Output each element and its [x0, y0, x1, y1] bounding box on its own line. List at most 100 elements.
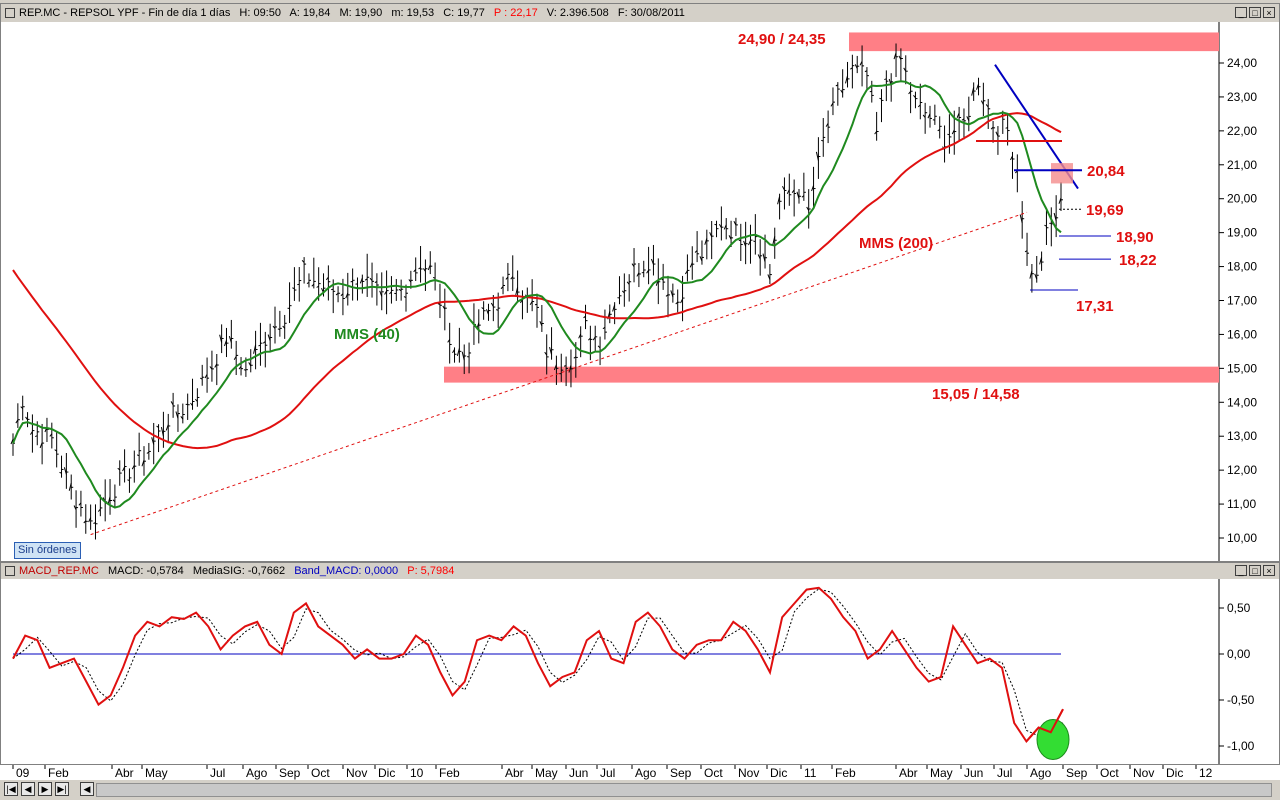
price-bar [68, 474, 74, 500]
price-bar [942, 125, 947, 163]
price-bar [515, 270, 520, 303]
x-tick-label: Abr [899, 766, 918, 780]
price-bar [626, 274, 632, 302]
price-bar [214, 353, 219, 386]
price-bar [738, 223, 743, 262]
macd-maximize-button[interactable]: □ [1249, 565, 1261, 576]
macd-menu-icon[interactable] [5, 566, 15, 576]
macd-y-tick-label: 0,50 [1227, 601, 1251, 615]
macd-value: MACD: -0,5784 [107, 565, 184, 577]
price-bar [180, 403, 185, 424]
price-title-highlight: P : 22,17 [493, 7, 538, 19]
macd-signal: MediaSIG: -0,7662 [192, 565, 286, 577]
price-title-date: F: 30/08/2011 [617, 7, 685, 19]
macd-chart[interactable]: 0,50 0,00 -0,50 -1,00 [1, 579, 1279, 764]
price-bar [374, 273, 379, 306]
macd-line [12, 586, 1064, 744]
price-bar [461, 344, 467, 375]
macd-highlight-circle [1036, 719, 1070, 761]
x-tick-label: May [535, 766, 558, 780]
macd-y-tick-label: -0,50 [1227, 693, 1255, 707]
price-y-tick-label: 20,00 [1227, 192, 1257, 206]
level-label: 18,22 [1119, 252, 1157, 269]
x-tick-label: Sep [670, 766, 692, 780]
x-tick-label: Nov [1133, 766, 1154, 780]
price-panel-titlebar: REP.MC - REPSOL YPF - Fin de día 1 días … [1, 4, 1279, 22]
price-y-tick-label: 22,00 [1227, 124, 1257, 138]
price-bar [456, 327, 462, 363]
panel-menu-icon[interactable] [5, 8, 15, 18]
price-bar [757, 239, 763, 276]
macd-y-tick-label: -1,00 [1227, 739, 1255, 753]
macd-name: MACD_REP.MC [19, 565, 99, 577]
price-bar [699, 240, 704, 265]
macd-close-button[interactable]: × [1263, 565, 1275, 576]
nav-scroll-left-button[interactable]: ◀ [80, 782, 94, 796]
orders-badge[interactable]: Sin órdenes [14, 542, 81, 559]
x-tick-label: Ago [1030, 766, 1052, 780]
x-tick-label: Abr [505, 766, 524, 780]
macd-minimize-button[interactable]: _ [1235, 565, 1247, 576]
x-tick-label: 12 [1199, 766, 1213, 780]
price-y-tick-label: 17,00 [1227, 294, 1257, 308]
x-tick-label: Dic [378, 766, 395, 780]
price-bar [1049, 207, 1054, 247]
price-bar [1044, 209, 1049, 245]
price-bar [209, 350, 214, 382]
price-bar [389, 276, 394, 304]
macd-y-tick-label: 0,00 [1227, 647, 1251, 661]
nav-prev-button[interactable]: ◀ [21, 782, 35, 796]
price-bar [136, 432, 142, 466]
price-bar [505, 262, 510, 292]
price-bar [185, 393, 190, 420]
minimize-button[interactable]: _ [1235, 7, 1247, 18]
close-button[interactable]: × [1263, 7, 1275, 18]
price-bar [704, 229, 709, 260]
nav-next-button[interactable]: ▶ [38, 782, 52, 796]
zone-label: 24,90 / 24,35 [738, 31, 826, 48]
nav-scrollbar[interactable] [96, 783, 1272, 797]
x-tick-label: Nov [346, 766, 367, 780]
x-tick-label: May [145, 766, 168, 780]
price-bar [932, 104, 937, 125]
macd-band: Band_MACD: 0,0000 [294, 565, 399, 577]
price-bar [306, 273, 311, 288]
nav-first-button[interactable]: |◀ [4, 782, 18, 796]
price-bar [233, 340, 239, 376]
price-bar [520, 290, 525, 320]
x-tick-label: Ago [246, 766, 268, 780]
x-tick-label: Feb [439, 766, 460, 780]
price-bar [859, 45, 865, 87]
price-bar [670, 283, 675, 303]
support-resistance-zone [444, 366, 1219, 383]
price-chart[interactable]: 10,00 11,00 12,00 13,00 14,00 15,00 16,00 17,00… [1, 22, 1279, 561]
price-bar [398, 279, 404, 301]
price-bar [898, 48, 903, 82]
price-bar [1014, 154, 1020, 193]
price-bar [59, 455, 64, 478]
price-bar [869, 80, 874, 103]
price-bar [219, 324, 224, 354]
price-bar [25, 412, 30, 428]
price-bar [976, 77, 981, 96]
price-bar [422, 259, 428, 291]
price-bar [151, 422, 156, 465]
mms-40-line [12, 80, 1062, 509]
price-bar [903, 55, 908, 85]
price-bar [160, 411, 166, 448]
x-tick-label: Nov [738, 766, 759, 780]
price-bar [559, 353, 564, 382]
nav-last-button[interactable]: ▶| [55, 782, 69, 796]
price-bar [44, 417, 49, 442]
price-y-tick-label: 23,00 [1227, 90, 1257, 104]
maximize-button[interactable]: □ [1249, 7, 1261, 18]
price-bar [723, 218, 729, 240]
target-box [1051, 163, 1073, 184]
price-bar [631, 248, 637, 283]
price-bar [1010, 151, 1015, 179]
price-bar [617, 276, 622, 305]
price-bar [524, 287, 530, 313]
price-bar [1019, 201, 1025, 239]
price-bar [893, 43, 899, 78]
price-bar [1039, 251, 1044, 271]
